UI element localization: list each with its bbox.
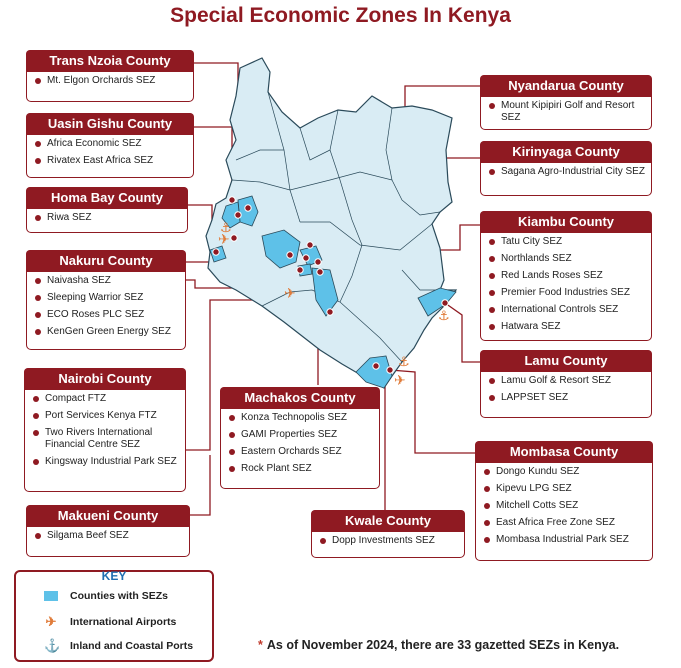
county-box-kiambu: Kiambu County Tatu City SEZ Northlands S… xyxy=(480,211,652,341)
uasin-gishu-region xyxy=(221,201,241,229)
county-box-nairobi: Nairobi County Compact FTZ Port Services… xyxy=(24,368,186,492)
anchor-icon: ⚓ xyxy=(398,355,410,370)
anchor-icon: ⚓ xyxy=(220,221,232,236)
asterisk-icon: * xyxy=(258,638,263,652)
sez-item: GAMI Properties SEZ xyxy=(229,429,375,441)
sez-item: Rock Plant SEZ xyxy=(229,463,375,475)
county-box-uasin-gishu: Uasin Gishu County Africa Economic SEZ R… xyxy=(26,113,194,178)
sez-item: Sagana Agro-Industrial City SEZ xyxy=(489,166,647,178)
sez-item: LAPPSET SEZ xyxy=(489,392,647,404)
county-name: Homa Bay County xyxy=(26,187,188,209)
sez-item: Dopp Investments SEZ xyxy=(320,535,460,547)
county-box-machakos: Machakos County Konza Technopolis SEZ GA… xyxy=(220,387,380,489)
county-name: Kiambu County xyxy=(480,211,652,233)
sez-item: KenGen Green Energy SEZ xyxy=(35,326,181,338)
county-name: Lamu County xyxy=(480,350,652,372)
sez-item: Mombasa Industrial Park SEZ xyxy=(484,534,648,546)
county-box-kwale: Kwale County Dopp Investments SEZ xyxy=(311,510,465,558)
county-boundaries xyxy=(231,91,441,363)
footnote-text: As of November 2024, there are 33 gazett… xyxy=(266,638,620,652)
anchor-icon: ⚓ xyxy=(438,309,450,324)
sez-item: Naivasha SEZ xyxy=(35,275,181,287)
lamu-region xyxy=(417,287,457,317)
sez-item: Compact FTZ xyxy=(33,393,181,405)
airplane-icon: ✈ xyxy=(45,614,57,629)
legend-title: KEY xyxy=(101,569,127,583)
county-name: Uasin Gishu County xyxy=(26,113,194,135)
sez-item: Kingsway Industrial Park SEZ xyxy=(33,456,181,468)
county-box-makueni: Makueni County Silgama Beef SEZ xyxy=(26,505,190,557)
machakos-region xyxy=(311,267,339,317)
footnote: * As of November 2024, there are 33 gazet… xyxy=(258,638,619,652)
sez-item: Lamu Golf & Resort SEZ xyxy=(489,375,647,387)
county-name: Mombasa County xyxy=(475,441,653,463)
county-name: Nakuru County xyxy=(26,250,186,272)
sez-item: Two Rivers International Financial Centr… xyxy=(33,427,181,451)
county-box-lamu: Lamu County Lamu Golf & Resort SEZ LAPPS… xyxy=(480,350,652,418)
legend-item-ports: ⚓ Inland and Coastal Ports xyxy=(44,638,193,654)
sez-item: Silgama Beef SEZ xyxy=(35,530,185,542)
sez-item: Kipevu LPG SEZ xyxy=(484,483,648,495)
legend-label: Counties with SEZs xyxy=(70,590,169,602)
county-box-nyandarua: Nyandarua County Mount Kipipiri Golf and… xyxy=(480,75,652,130)
sez-item: Dongo Kundu SEZ xyxy=(484,466,648,478)
map-legend: KEY Counties with SEZs ✈ International A… xyxy=(14,569,214,662)
county-name: Kirinyaga County xyxy=(480,141,652,163)
sez-item: Eastern Orchards SEZ xyxy=(229,446,375,458)
sez-item: ECO Roses PLC SEZ xyxy=(35,309,181,321)
sez-item: Riwa SEZ xyxy=(35,212,183,224)
sez-location-dots xyxy=(212,196,449,374)
sez-item: Red Lands Roses SEZ xyxy=(489,270,647,282)
legend-item-airports: ✈ International Airports xyxy=(44,614,177,630)
county-box-mombasa: Mombasa County Dongo Kundu SEZ Kipevu LP… xyxy=(475,441,653,561)
sez-item: Northlands SEZ xyxy=(489,253,647,265)
county-box-kirinyaga: Kirinyaga County Sagana Agro-Industrial … xyxy=(480,141,652,196)
port-markers: ⚓ ⚓ ⚓ xyxy=(220,221,450,370)
county-box-trans-nzoia: Trans Nzoia County Mt. Elgon Orchards SE… xyxy=(26,50,194,102)
sez-item: Hatwara SEZ xyxy=(489,321,647,333)
sez-item: Port Services Kenya FTZ xyxy=(33,410,181,422)
county-name: Machakos County xyxy=(220,387,380,409)
legend-label: International Airports xyxy=(70,616,177,628)
airplane-icon: ✈ xyxy=(284,286,296,302)
county-name: Kwale County xyxy=(311,510,465,532)
airport-markers: ✈ ✈ ✈ xyxy=(218,232,406,389)
legend-label: Inland and Coastal Ports xyxy=(70,640,194,652)
county-name: Nairobi County xyxy=(24,368,186,390)
anchor-icon: ⚓ xyxy=(44,638,61,653)
legend-item-sez-counties: Counties with SEZs xyxy=(44,590,168,602)
sez-item: Sleeping Warrior SEZ xyxy=(35,292,181,304)
sez-item: East Africa Free Zone SEZ xyxy=(484,517,648,529)
airplane-icon: ✈ xyxy=(394,373,406,389)
county-box-nakuru: Nakuru County Naivasha SEZ Sleeping Warr… xyxy=(26,250,186,350)
county-name: Makueni County xyxy=(26,505,190,527)
sez-item: Rivatex East Africa SEZ xyxy=(35,155,189,167)
sez-item: Africa Economic SEZ xyxy=(35,138,189,150)
sez-item: International Controls SEZ xyxy=(489,304,647,316)
county-name: Trans Nzoia County xyxy=(26,50,194,72)
county-box-homa-bay: Homa Bay County Riwa SEZ xyxy=(26,187,188,233)
sez-item: Mitchell Cotts SEZ xyxy=(484,500,648,512)
sez-item: Mt. Elgon Orchards SEZ xyxy=(35,75,189,87)
county-name: Nyandarua County xyxy=(480,75,652,97)
airplane-icon: ✈ xyxy=(218,232,230,248)
sez-item: Premier Food Industries SEZ xyxy=(489,287,647,299)
kwale-mombasa-region xyxy=(355,355,393,389)
blue-swatch-icon xyxy=(44,591,58,601)
sez-item: Mount Kipipiri Golf and Resort SEZ xyxy=(489,100,647,124)
sez-item: Tatu City SEZ xyxy=(489,236,647,248)
sez-item: Konza Technopolis SEZ xyxy=(229,412,375,424)
map-title: Special Economic Zones In Kenya xyxy=(170,4,511,27)
